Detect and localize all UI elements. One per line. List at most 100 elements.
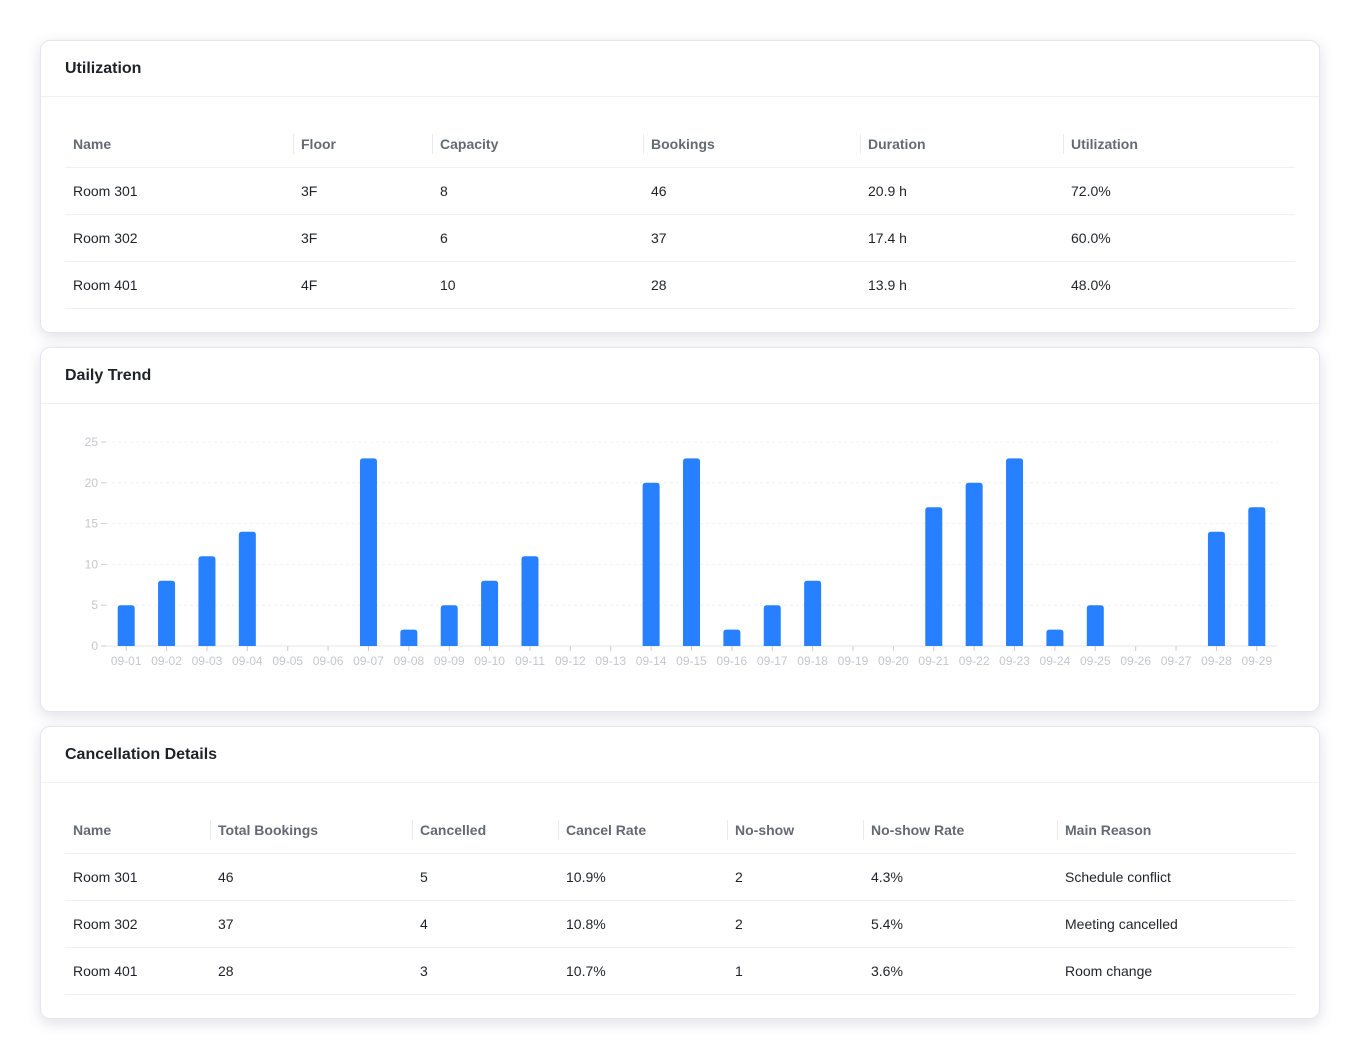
- x-tick-label: 09-03: [192, 654, 223, 668]
- x-tick-label: 09-02: [151, 654, 182, 668]
- cell-capacity: 6: [432, 214, 643, 262]
- bar-09-21: [925, 507, 943, 646]
- column-header-main-reason[interactable]: Main Reason: [1057, 807, 1295, 854]
- cell-bookings: 28: [643, 261, 860, 309]
- cell-no-show-rate: 5.4%: [863, 900, 1057, 948]
- x-tick-label: 09-07: [353, 654, 384, 668]
- x-tick-label: 09-21: [918, 654, 949, 668]
- table-row: Room 401 28 3 10.7% 1 3.6% Room change: [65, 947, 1295, 995]
- cell-name: Room 401: [65, 261, 293, 309]
- cell-name: Room 301: [65, 853, 210, 901]
- cell-floor: 3F: [293, 167, 432, 215]
- column-header-name[interactable]: Name: [65, 807, 210, 854]
- bar-09-17: [763, 605, 781, 646]
- cell-bookings: 37: [643, 214, 860, 262]
- cancellation-header: Cancellation Details: [41, 727, 1319, 783]
- bar-09-08: [400, 629, 418, 646]
- x-tick-label: 09-28: [1201, 654, 1232, 668]
- x-tick-label: 09-20: [878, 654, 909, 668]
- cell-cancelled: 3: [412, 947, 558, 995]
- cell-utilization: 48.0%: [1063, 261, 1295, 309]
- x-tick-label: 09-27: [1161, 654, 1192, 668]
- x-tick-label: 09-04: [232, 654, 263, 668]
- table-row: Room 301 46 5 10.9% 2 4.3% Schedule conf…: [65, 853, 1295, 901]
- y-tick-label: 0: [91, 639, 98, 653]
- bar-09-25: [1086, 605, 1104, 646]
- cell-no-show: 2: [727, 853, 863, 901]
- cell-utilization: 60.0%: [1063, 214, 1295, 262]
- cell-main-reason: Room change: [1057, 947, 1295, 995]
- daily-trend-header: Daily Trend: [41, 348, 1319, 404]
- x-tick-label: 09-09: [434, 654, 465, 668]
- x-tick-label: 09-24: [1040, 654, 1071, 668]
- column-header-cancel-rate[interactable]: Cancel Rate: [558, 807, 727, 854]
- table-row: Room 301 3F 8 46 20.9 h 72.0%: [65, 167, 1295, 215]
- bar-09-09: [440, 605, 458, 646]
- column-header-total-bookings[interactable]: Total Bookings: [210, 807, 412, 854]
- cell-no-show: 1: [727, 947, 863, 995]
- daily-trend-card: Daily Trend 0 5 10 15 20 25 09-01 09-02 09-03 09-…: [40, 347, 1320, 712]
- bar-09-28: [1207, 531, 1225, 646]
- cell-name: Room 301: [65, 167, 293, 215]
- table-row: Room 302 37 4 10.8% 2 5.4% Meeting cance…: [65, 900, 1295, 948]
- bar-09-01: [117, 605, 135, 646]
- utilization-table: Name Floor Capacity Bookings Duration Ut…: [65, 121, 1295, 309]
- x-tick-label: 09-01: [111, 654, 142, 668]
- cell-bookings: 46: [643, 167, 860, 215]
- x-tick-label: 09-29: [1241, 654, 1272, 668]
- column-header-cancelled[interactable]: Cancelled: [412, 807, 558, 854]
- column-header-no-show[interactable]: No-show: [727, 807, 863, 854]
- cell-duration: 20.9 h: [860, 167, 1063, 215]
- bar-09-10: [481, 580, 499, 646]
- y-tick-label: 20: [85, 476, 99, 490]
- y-tick-label: 15: [85, 517, 99, 531]
- x-tick-label: 09-06: [313, 654, 344, 668]
- bar-09-04: [238, 531, 256, 646]
- table-row: Room 401 4F 10 28 13.9 h 48.0%: [65, 261, 1295, 309]
- cell-name: Room 401: [65, 947, 210, 995]
- column-header-name[interactable]: Name: [65, 121, 293, 168]
- x-tick-label: 09-15: [676, 654, 707, 668]
- x-tick-label: 09-11: [515, 654, 545, 668]
- cell-name: Room 302: [65, 900, 210, 948]
- x-tick-label: 09-05: [272, 654, 303, 668]
- bar-09-07: [359, 458, 377, 646]
- x-tick-label: 09-16: [717, 654, 748, 668]
- x-tick-label: 09-14: [636, 654, 667, 668]
- cell-cancel-rate: 10.8%: [558, 900, 727, 948]
- cell-floor: 3F: [293, 214, 432, 262]
- utilization-header: Utilization: [41, 41, 1319, 97]
- cell-capacity: 10: [432, 261, 643, 309]
- column-header-utilization[interactable]: Utilization: [1063, 121, 1295, 168]
- utilization-header-row: Name Floor Capacity Bookings Duration Ut…: [65, 121, 1295, 168]
- cancellation-header-row: Name Total Bookings Cancelled Cancel Rat…: [65, 807, 1295, 854]
- column-header-no-show-rate[interactable]: No-show Rate: [863, 807, 1057, 854]
- cell-utilization: 72.0%: [1063, 167, 1295, 215]
- column-header-floor[interactable]: Floor: [293, 121, 432, 168]
- x-tick-label: 09-22: [959, 654, 990, 668]
- cell-no-show: 2: [727, 900, 863, 948]
- bar-09-29: [1248, 507, 1266, 646]
- column-header-bookings[interactable]: Bookings: [643, 121, 860, 168]
- cell-no-show-rate: 3.6%: [863, 947, 1057, 995]
- bar-09-23: [1006, 458, 1024, 646]
- daily-trend-title: Daily Trend: [65, 366, 152, 384]
- cell-main-reason: Schedule conflict: [1057, 853, 1295, 901]
- column-header-duration[interactable]: Duration: [860, 121, 1063, 168]
- bar-09-14: [642, 482, 660, 646]
- cell-total-bookings: 28: [210, 947, 412, 995]
- cell-duration: 13.9 h: [860, 261, 1063, 309]
- column-header-capacity[interactable]: Capacity: [432, 121, 643, 168]
- x-tick-label: 09-12: [555, 654, 586, 668]
- table-row: Room 302 3F 6 37 17.4 h 60.0%: [65, 214, 1295, 262]
- bar-09-11: [521, 556, 539, 646]
- y-tick-label: 10: [85, 557, 99, 571]
- daily-trend-chart: 0 5 10 15 20 25 09-01 09-02 09-03 09-04 09-05 09-06…: [85, 435, 1277, 668]
- y-tick-label: 25: [85, 435, 99, 449]
- x-tick-label: 09-13: [595, 654, 626, 668]
- cell-floor: 4F: [293, 261, 432, 309]
- cell-total-bookings: 37: [210, 900, 412, 948]
- utilization-title: Utilization: [65, 59, 142, 77]
- cell-total-bookings: 46: [210, 853, 412, 901]
